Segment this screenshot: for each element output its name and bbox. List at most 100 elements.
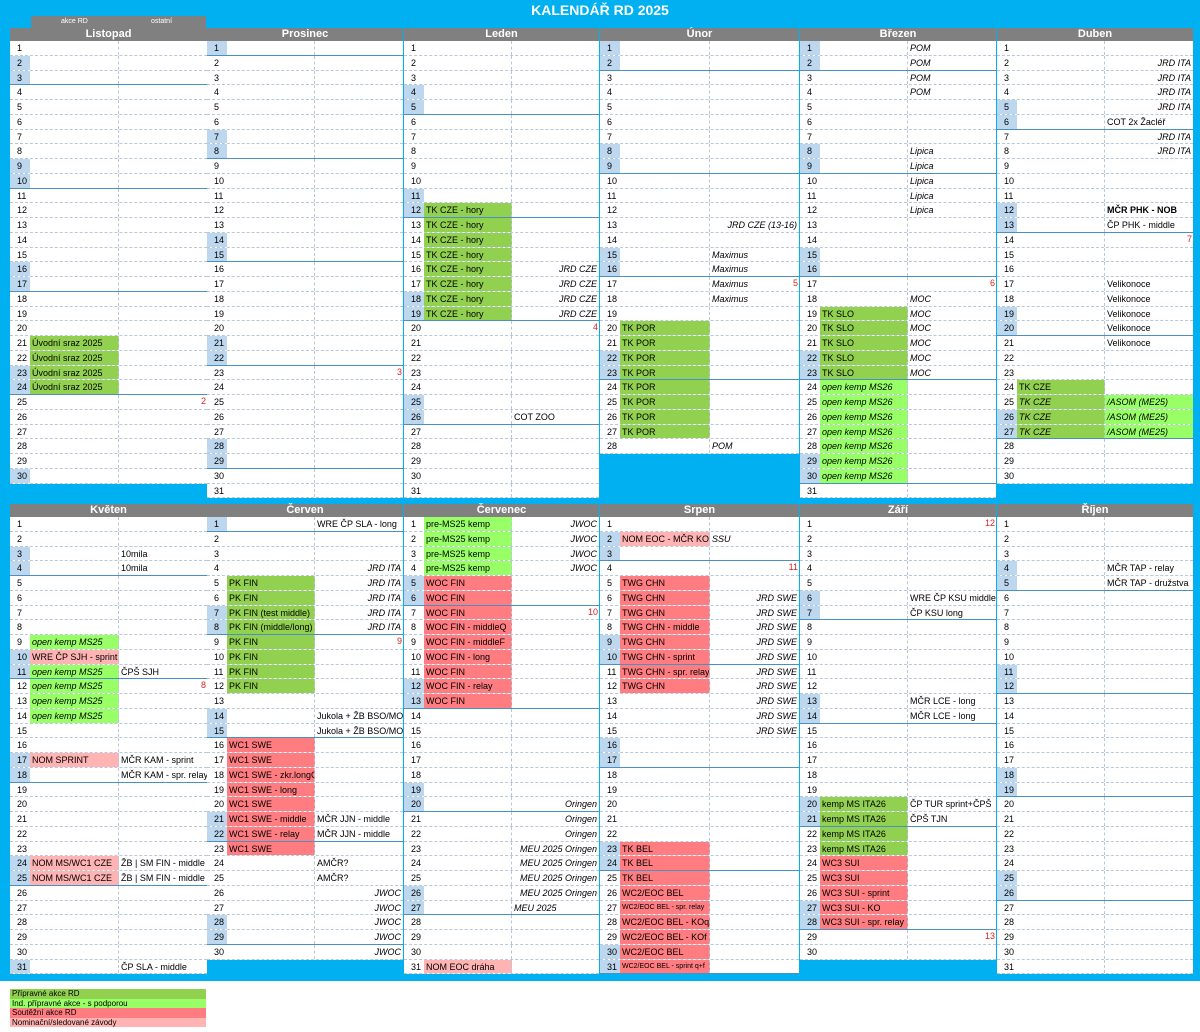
day-number: 15 <box>807 725 818 736</box>
day-number: 20 <box>607 323 618 334</box>
day-row: 26 MEU 2025 Oringen <box>404 885 599 901</box>
day-number: 6 <box>411 116 417 127</box>
day-row: 30 <box>10 944 207 960</box>
day-number: 1 <box>207 517 227 531</box>
day-row: 24 NOM MS/WC1 CZE ŽB | SM FIN - middle <box>10 856 207 871</box>
day-number: 7 <box>807 131 813 142</box>
day-row: 25 TK POR <box>600 395 799 410</box>
day-number: 5 <box>214 102 220 112</box>
day-row: 4 <box>207 85 403 100</box>
day-row: 10 <box>800 649 996 665</box>
day-number: 26 <box>404 409 424 424</box>
day-number: 1 <box>807 519 813 529</box>
rd-event <box>227 454 315 468</box>
rd-event <box>227 321 315 335</box>
day-number: 24 <box>600 856 620 870</box>
day-number: 30 <box>214 470 225 481</box>
day-number: 10 <box>411 175 422 186</box>
day-row: 18 MOC <box>800 291 996 307</box>
week-number: 8 <box>200 680 206 691</box>
other-event <box>1105 827 1193 841</box>
other-event <box>512 366 599 380</box>
other-event: JRD ITA <box>367 607 401 618</box>
other-event <box>315 484 403 498</box>
other-event <box>512 591 599 605</box>
day-row: 7 <box>10 605 207 621</box>
day-row: 13 <box>800 218 996 233</box>
day-row: 20 <box>997 797 1193 812</box>
day-number: 29 <box>411 456 422 466</box>
day-number: 10 <box>10 173 30 188</box>
day-row: 13 <box>207 694 403 709</box>
day-row: 1 <box>997 517 1193 532</box>
rd-event <box>1017 203 1105 217</box>
rd-event <box>227 203 315 217</box>
day-number: 25 <box>607 873 618 883</box>
day-row: 19 WC1 SWE - long <box>207 782 403 798</box>
day-number: 26 <box>807 887 818 898</box>
day-row: 5 <box>207 100 403 115</box>
rd-event <box>424 900 512 915</box>
day-row: 18 <box>600 767 799 783</box>
day-number: 26 <box>214 887 225 898</box>
month-4: Únor 1 2 3 4 5 6 7 8 9 10 11 12 13 JRD CZE (13-16) 14 15… <box>600 28 799 454</box>
day-row: 19 <box>800 782 996 798</box>
day-number: 27 <box>411 426 422 437</box>
rd-event: NOM EOC dráha <box>424 959 512 974</box>
other-event <box>710 797 799 811</box>
rd-event <box>820 590 908 605</box>
day-row: 29 JWOC <box>207 930 403 945</box>
day-row: 19 <box>10 306 207 322</box>
rd-event <box>1017 930 1105 944</box>
day-number: 11 <box>214 190 224 201</box>
rd-event: TK POR <box>620 350 710 365</box>
other-event <box>1105 439 1193 453</box>
day-row: 9 <box>10 159 207 174</box>
day-row: 17 <box>10 277 207 292</box>
rd-event <box>820 664 908 679</box>
day-number: 24 <box>807 382 818 393</box>
day-row: 23 <box>997 841 1193 857</box>
other-event <box>119 336 207 350</box>
other-event <box>908 395 996 409</box>
rd-event <box>820 262 908 276</box>
day-row: 7 <box>800 129 996 145</box>
other-event <box>710 71 799 85</box>
rd-event <box>1017 915 1105 929</box>
rd-event: TK POR <box>620 395 710 409</box>
day-row: 16 <box>404 738 599 753</box>
day-number: 25 <box>997 871 1017 885</box>
other-event <box>315 454 403 468</box>
day-number: 31 <box>600 959 620 974</box>
other-event <box>119 738 207 752</box>
day-row: 25 <box>404 395 599 410</box>
day-row: 3 <box>207 546 403 562</box>
rd-event: TK POR <box>620 380 710 394</box>
other-event <box>119 233 207 247</box>
day-row: 20 TK SLO MOC <box>800 321 996 336</box>
day-row: 29 13 <box>800 930 996 945</box>
other-event <box>512 189 599 203</box>
day-row: 8 <box>404 144 599 159</box>
day-number: 7 <box>800 605 820 620</box>
day-number: 24 <box>1004 858 1015 869</box>
day-row: 18 <box>207 291 403 307</box>
other-event <box>1105 174 1193 188</box>
other-event <box>908 724 996 738</box>
day-number: 21 <box>807 338 818 348</box>
rd-event: PK FIN <box>227 590 315 605</box>
other-event <box>315 797 403 811</box>
day-number: 16 <box>10 262 30 276</box>
day-number: 16 <box>600 738 620 752</box>
day-number: 25 <box>807 397 818 407</box>
rd-event: open kemp MS26 <box>820 468 908 483</box>
day-row: 21 WC1 SWE - middle MČR JJN - middle <box>207 812 403 827</box>
day-number: 13 <box>17 220 28 230</box>
day-row: 24 <box>997 856 1193 871</box>
other-event <box>512 454 599 468</box>
other-event: MEU 2025 Oringen <box>519 887 597 898</box>
day-row: 7 <box>997 605 1193 621</box>
rd-event <box>620 546 710 561</box>
other-event: Lipica <box>910 190 934 201</box>
rd-event <box>1017 247 1105 262</box>
